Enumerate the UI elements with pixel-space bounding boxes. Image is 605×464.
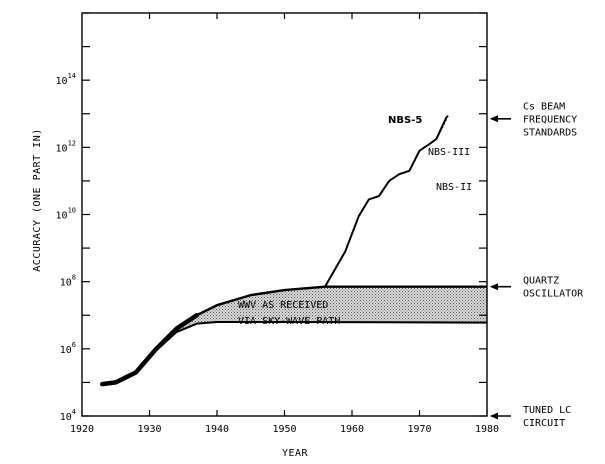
wwv-early-line	[100, 313, 199, 387]
x-tick-label: 1930	[137, 424, 161, 435]
x-tick-label: 1920	[70, 424, 94, 435]
series-lines	[100, 113, 488, 387]
y-tick-exponent: 4	[72, 408, 76, 416]
right-label-line: CIRCUIT	[523, 418, 565, 429]
right-arrow-head	[490, 283, 498, 291]
x-tick-label: 1960	[340, 424, 364, 435]
y-tick-exponent: 8	[72, 274, 76, 282]
y-tick-base: 10	[56, 76, 68, 87]
nbs5-dashed-tip	[435, 113, 450, 140]
x-tick-label: 1950	[272, 424, 296, 435]
x-tick-label: 1970	[407, 424, 431, 435]
right-label-line: TUNED LC	[523, 405, 571, 416]
x-axis-title: YEAR	[282, 448, 309, 459]
axes: 1920 1930 1940 1950 1960 1970 1980104106108101…	[56, 12, 499, 435]
y-tick-label: 106	[60, 341, 76, 356]
right-label-line: FREQUENCY	[523, 114, 577, 125]
right-label-line: QUARTZ	[523, 276, 559, 287]
y-tick-base: 10	[56, 143, 68, 154]
wwv-band-fill	[102, 286, 487, 385]
label-nbs2: NBS-II	[436, 182, 472, 193]
label-wwv-line2: VIA SKY-WAVE PATH	[238, 316, 340, 327]
y-tick-label: 104	[60, 408, 76, 423]
right-label-line: Cs BEAM	[523, 101, 565, 112]
right-label-line: STANDARDS	[523, 127, 577, 138]
y-tick-base: 10	[60, 278, 72, 289]
nbs5-line	[324, 116, 448, 288]
y-tick-base: 10	[60, 412, 72, 423]
label-wwv-line1: WWV AS RECEIVED	[238, 300, 328, 311]
y-tick-label: 1014	[56, 72, 76, 87]
y-tick-label: 1010	[56, 207, 76, 222]
right-labels: Cs BEAM FREQUENCY STANDARDS QUARTZ OSCILLATO…	[490, 101, 584, 429]
y-tick-exponent: 6	[72, 341, 76, 349]
label-nbs3: NBS-III	[428, 147, 470, 158]
right-arrow-head	[490, 412, 498, 420]
wwv-lower-line	[102, 320, 488, 386]
right-arrow-head	[490, 115, 498, 123]
y-tick-exponent: 14	[68, 72, 76, 80]
plot-frame	[81, 12, 488, 417]
y-tick-base: 10	[60, 345, 72, 356]
y-axis-title: ACCURACY (ONE PART IN)	[32, 128, 43, 271]
y-tick-label: 1012	[56, 139, 76, 154]
label-nbs5: NBS-5	[388, 115, 422, 126]
y-tick-exponent: 12	[68, 139, 76, 147]
right-label-line: OSCILLATOR	[523, 289, 584, 300]
x-tick-label: 1940	[205, 424, 229, 435]
y-tick-base: 10	[56, 211, 68, 222]
wwv-band	[102, 286, 487, 385]
x-tick-label: 1980	[475, 424, 499, 435]
y-tick-label: 108	[60, 274, 76, 289]
y-tick-exponent: 10	[68, 207, 76, 215]
